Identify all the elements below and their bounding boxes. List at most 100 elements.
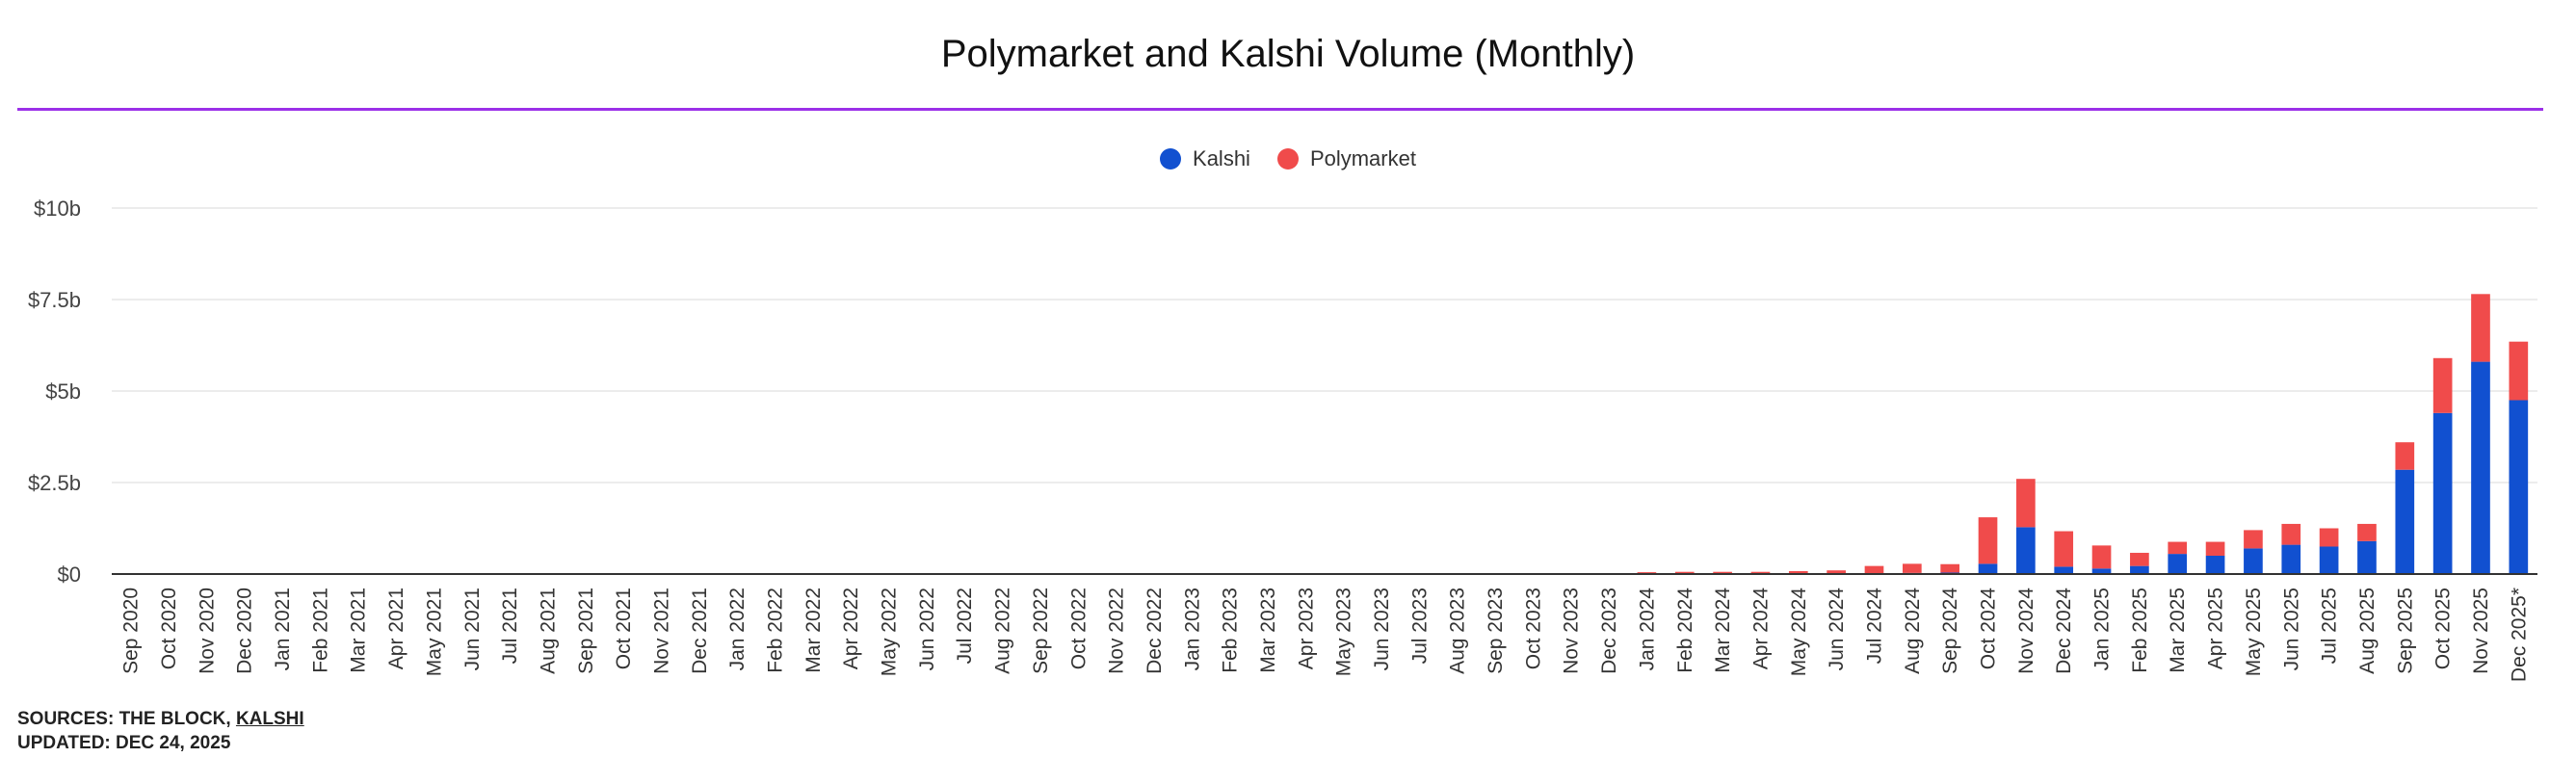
bar-polymarket-sep-2025[interactable]	[2395, 442, 2415, 470]
x-tick-label: Oct 2022	[1067, 588, 1090, 669]
x-tick-label: May 2023	[1333, 588, 1355, 676]
x-tick-label: Jun 2022	[916, 588, 938, 670]
bar-polymarket-jan-2024[interactable]	[1637, 572, 1657, 574]
x-tick-label: May 2021	[423, 588, 445, 676]
x-tick-label: Sep 2023	[1485, 588, 1507, 674]
x-tick-label: Oct 2024	[1978, 588, 2000, 670]
bar-polymarket-mar-2024[interactable]	[1713, 571, 1732, 574]
legend-swatch-polymarket	[1276, 148, 1299, 170]
bar-polymarket-aug-2025[interactable]	[2357, 523, 2377, 541]
bar-kalshi-dec-2024[interactable]	[2054, 566, 2074, 574]
x-tick-label: Mar 2023	[1257, 588, 1279, 673]
bar-polymarket-mar-2025[interactable]	[2168, 541, 2188, 555]
x-tick-label: Nov 2021	[650, 588, 672, 674]
x-tick-label: Dec 2021	[689, 588, 711, 674]
bar-polymarket-jun-2024[interactable]	[1827, 570, 1846, 574]
bar-kalshi-jan-2025[interactable]	[2091, 568, 2112, 574]
bar-polymarket-oct-2024[interactable]	[1978, 517, 1998, 564]
x-tick-label: Sep 2020	[120, 588, 143, 674]
x-tick-label: Mar 2022	[802, 588, 825, 673]
x-tick-label: Aug 2025	[2356, 588, 2379, 674]
x-tick-label: Apr 2023	[1295, 588, 1317, 669]
x-tick-label: Oct 2025	[2432, 588, 2455, 669]
bar-polymarket-dec-2025-[interactable]	[2509, 341, 2529, 401]
x-tick-label: Sep 2022	[1030, 588, 1052, 674]
bar-kalshi-jul-2025[interactable]	[2319, 546, 2339, 575]
legend-item-kalshi[interactable]: Kalshi	[1160, 146, 1250, 171]
bar-kalshi-oct-2025[interactable]	[2432, 412, 2453, 574]
x-tick-label: Apr 2021	[385, 588, 407, 669]
y-tick-label: $5b	[45, 379, 81, 404]
x-tick-label: Jul 2025	[2319, 588, 2341, 664]
x-tick-label: Sep 2021	[575, 588, 597, 674]
x-tick-label: Jan 2022	[726, 588, 749, 670]
bar-polymarket-apr-2025[interactable]	[2205, 541, 2225, 556]
legend-label-kalshi: Kalshi	[1193, 146, 1250, 170]
bar-polymarket-oct-2025[interactable]	[2432, 357, 2453, 413]
bar-polymarket-jul-2024[interactable]	[1864, 565, 1884, 574]
x-tick-label: Dec 2024	[2053, 588, 2075, 674]
x-tick-label: Feb 2025	[2129, 588, 2151, 673]
x-tick-label: Nov 2024	[2015, 588, 2037, 674]
x-tick-label: Dec 2025*	[2508, 588, 2530, 682]
grid-lines	[112, 207, 2537, 483]
x-tick-label: Jan 2021	[272, 588, 294, 670]
x-tick-label: Nov 2025	[2470, 588, 2492, 674]
bar-kalshi-sep-2025[interactable]	[2395, 469, 2415, 574]
x-tick-label: Apr 2024	[1749, 588, 1772, 670]
bar-polymarket-jan-2025[interactable]	[2091, 545, 2112, 569]
legend-item-polymarket[interactable]: Polymarket	[1276, 146, 1416, 171]
x-tick-label: Jul 2023	[1408, 588, 1431, 664]
bar-kalshi-nov-2024[interactable]	[2016, 527, 2036, 574]
bar-polymarket-jul-2025[interactable]	[2319, 528, 2339, 547]
bar-kalshi-oct-2024[interactable]	[1978, 563, 1998, 574]
bar-polymarket-sep-2024[interactable]	[1940, 563, 1960, 573]
bar-polymarket-nov-2025[interactable]	[2471, 294, 2490, 362]
bar-polymarket-dec-2024[interactable]	[2054, 531, 2074, 567]
bar-kalshi-mar-2025[interactable]	[2168, 554, 2188, 574]
x-tick-label: Dec 2020	[234, 588, 256, 674]
x-tick-label: Mar 2024	[1712, 588, 1734, 673]
x-tick-label: Nov 2023	[1561, 588, 1583, 674]
bar-kalshi-jun-2025[interactable]	[2281, 544, 2301, 574]
x-tick-label: Oct 2023	[1522, 588, 1544, 669]
x-tick-label: Jul 2021	[499, 588, 521, 664]
sources-line: SOURCES: THE BLOCK, KALSHI	[17, 707, 304, 731]
bar-kalshi-apr-2025[interactable]	[2205, 556, 2225, 574]
bar-polymarket-jun-2025[interactable]	[2281, 523, 2301, 545]
x-tick-label: Jun 2023	[1371, 588, 1393, 670]
x-tick-label: Feb 2022	[765, 588, 787, 673]
updated-line: UPDATED: DEC 24, 2025	[17, 733, 231, 753]
x-tick-label: Jun 2021	[461, 588, 484, 670]
bar-polymarket-apr-2024[interactable]	[1750, 571, 1771, 574]
x-tick-label: Sep 2025	[2394, 588, 2416, 674]
x-tick-label: Feb 2021	[309, 588, 331, 673]
bar-polymarket-aug-2024[interactable]	[1902, 563, 1922, 573]
x-tick-label: Jul 2024	[1863, 588, 1885, 665]
x-tick-label: Apr 2025	[2205, 588, 2227, 669]
x-tick-label: Aug 2022	[992, 588, 1014, 674]
bar-polymarket-feb-2025[interactable]	[2130, 552, 2149, 566]
legend: Kalshi Polymarket	[0, 146, 2576, 171]
bar-polymarket-may-2024[interactable]	[1788, 570, 1808, 574]
x-tick-label: Dec 2023	[1598, 588, 1620, 674]
sources-link-kalshi[interactable]: KALSHI	[235, 709, 304, 729]
bar-kalshi-aug-2025[interactable]	[2357, 540, 2377, 574]
x-tick-label: Aug 2021	[537, 588, 559, 674]
x-tick-label: Oct 2020	[158, 588, 180, 669]
bar-kalshi-may-2025[interactable]	[2244, 548, 2263, 574]
x-tick-label: Mar 2025	[2167, 588, 2189, 673]
x-tick-label: May 2022	[879, 588, 901, 676]
legend-label-polymarket: Polymarket	[1309, 146, 1416, 170]
x-tick-label: Apr 2022	[840, 588, 862, 669]
bar-kalshi-nov-2025[interactable]	[2471, 361, 2490, 574]
bar-kalshi-dec-2025-[interactable]	[2509, 400, 2529, 575]
bar-polymarket-feb-2024[interactable]	[1674, 571, 1695, 574]
bar-polymarket-nov-2024[interactable]	[2016, 479, 2036, 528]
legend-swatch-kalshi	[1160, 148, 1182, 170]
bar-polymarket-may-2025[interactable]	[2244, 530, 2263, 549]
x-tick-label: Sep 2024	[1939, 588, 1961, 674]
x-tick-label: Nov 2022	[1106, 588, 1128, 674]
bar-kalshi-feb-2025[interactable]	[2130, 565, 2149, 574]
